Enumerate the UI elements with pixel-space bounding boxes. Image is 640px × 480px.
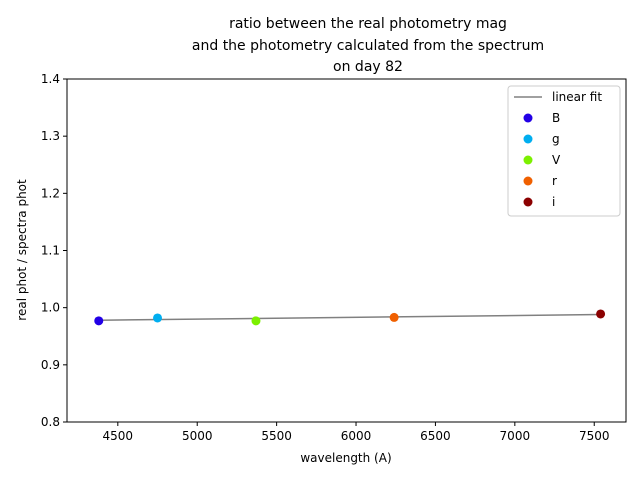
title-line-1: ratio between the real photometry mag <box>229 16 507 32</box>
data-point-r <box>389 312 399 322</box>
legend-label-i: i <box>552 195 555 209</box>
linear-fit-line <box>98 313 601 321</box>
y-tick-label: 1.1 <box>41 244 60 258</box>
y-tick-label: 0.8 <box>41 415 60 429</box>
y-tick-label: 1.0 <box>41 301 60 315</box>
x-tick-label: 6000 <box>341 429 372 443</box>
title-line-2: and the photometry calculated from the s… <box>192 38 544 54</box>
plot-frame <box>66 78 627 423</box>
y-tick-label: 1.3 <box>41 129 60 143</box>
legend-fit-label: linear fit <box>552 90 602 104</box>
data-point-B <box>94 316 104 326</box>
fit-layer <box>98 313 601 321</box>
points-layer <box>94 309 606 326</box>
y-axis-ticks: 0.8 0.9 1.0 1.1 1.2 1.3 1.4 <box>41 72 67 429</box>
legend-swatch-r <box>523 176 533 186</box>
data-point-g <box>153 313 163 323</box>
legend-label-g: g <box>552 132 560 146</box>
y-axis-label: real phot / spectra phot <box>15 179 29 321</box>
x-axis-ticks: 4500 5000 5500 6000 6500 7000 7500 <box>103 422 610 443</box>
legend-label-V: V <box>552 153 561 167</box>
data-point-i <box>596 309 606 319</box>
legend-label-r: r <box>552 174 557 188</box>
x-axis-label: wavelength (A) <box>300 451 391 465</box>
legend-box <box>507 85 621 217</box>
legend-label-B: B <box>552 111 560 125</box>
legend-swatch-B <box>523 113 533 123</box>
chart-title: ratio between the real photometry mag an… <box>192 16 544 75</box>
x-tick-label: 7000 <box>500 429 531 443</box>
x-tick-label: 5500 <box>261 429 292 443</box>
x-tick-label: 5000 <box>182 429 213 443</box>
x-tick-label: 6500 <box>420 429 451 443</box>
legend-swatch-g <box>523 134 533 144</box>
x-tick-label: 7500 <box>579 429 610 443</box>
legend-swatch-V <box>523 155 533 165</box>
y-tick-label: 1.2 <box>41 186 60 200</box>
x-tick-label: 4500 <box>103 429 134 443</box>
data-point-V <box>251 316 261 326</box>
legend-swatch-i <box>523 197 533 207</box>
y-tick-label: 0.9 <box>41 358 60 372</box>
y-tick-label: 1.4 <box>41 72 60 86</box>
title-line-3: on day 82 <box>333 59 403 75</box>
